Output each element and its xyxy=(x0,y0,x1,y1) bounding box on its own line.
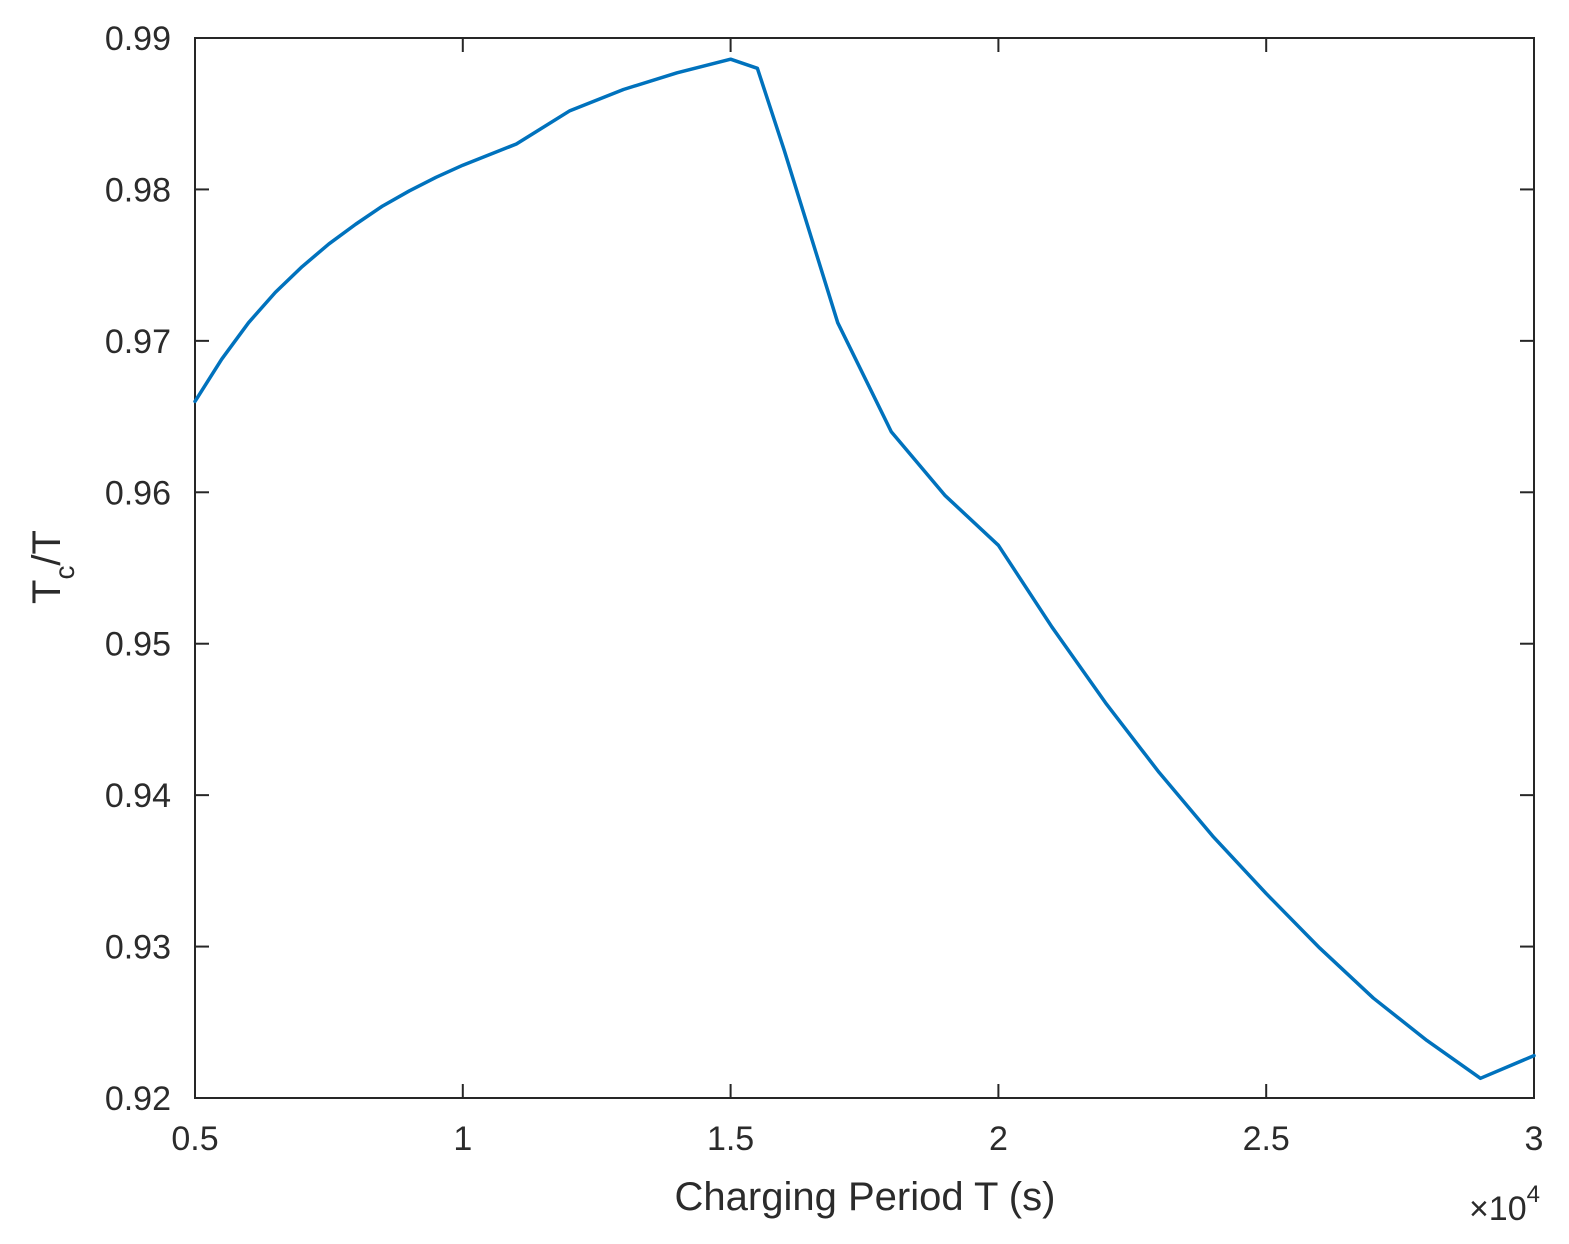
x-tick-labels: 0.5 1 1.5 2 2.5 3 xyxy=(171,1120,1543,1158)
plot-frame xyxy=(194,37,1535,1099)
x-tick-label: 2 xyxy=(989,1120,1008,1158)
x-axis-exponent-power: 4 xyxy=(1527,1181,1540,1208)
y-tick-label: 0.97 xyxy=(105,323,171,361)
y-axis-label: Tc/T xyxy=(25,530,80,604)
y-axis-label-main: T xyxy=(25,580,69,604)
y-axis-label-subscript: c xyxy=(49,566,80,580)
series-line xyxy=(193,57,1536,1081)
y-tick-label: 0.99 xyxy=(105,20,171,58)
x-axis-exponent-label: ×104 xyxy=(1469,1181,1540,1228)
y-tick-label: 0.95 xyxy=(105,626,171,664)
y-tick-label: 0.98 xyxy=(105,171,171,209)
x-tick-label: 1.5 xyxy=(707,1120,754,1158)
y-tick-label: 0.94 xyxy=(105,777,171,815)
x-tick-label: 3 xyxy=(1525,1120,1544,1158)
plot-area-border xyxy=(194,37,1535,1099)
y-tick-label: 0.92 xyxy=(105,1080,171,1118)
y-axis-label-suffix: /T xyxy=(25,530,69,566)
y-tick-label: 0.96 xyxy=(105,474,171,512)
tick-marks xyxy=(194,37,1535,1099)
x-axis-label: Charging Period T (s) xyxy=(675,1175,1056,1219)
x-tick-label: 1 xyxy=(453,1120,472,1158)
y-tick-labels: 0.92 0.93 0.94 0.95 0.96 0.97 0.98 0.99 xyxy=(105,20,171,1118)
x-tick-label: 2.5 xyxy=(1243,1120,1290,1158)
x-axis-exponent-prefix: ×10 xyxy=(1469,1190,1527,1228)
x-tick-label: 0.5 xyxy=(171,1120,218,1158)
y-tick-label: 0.93 xyxy=(105,929,171,967)
series-layer xyxy=(193,57,1536,1081)
